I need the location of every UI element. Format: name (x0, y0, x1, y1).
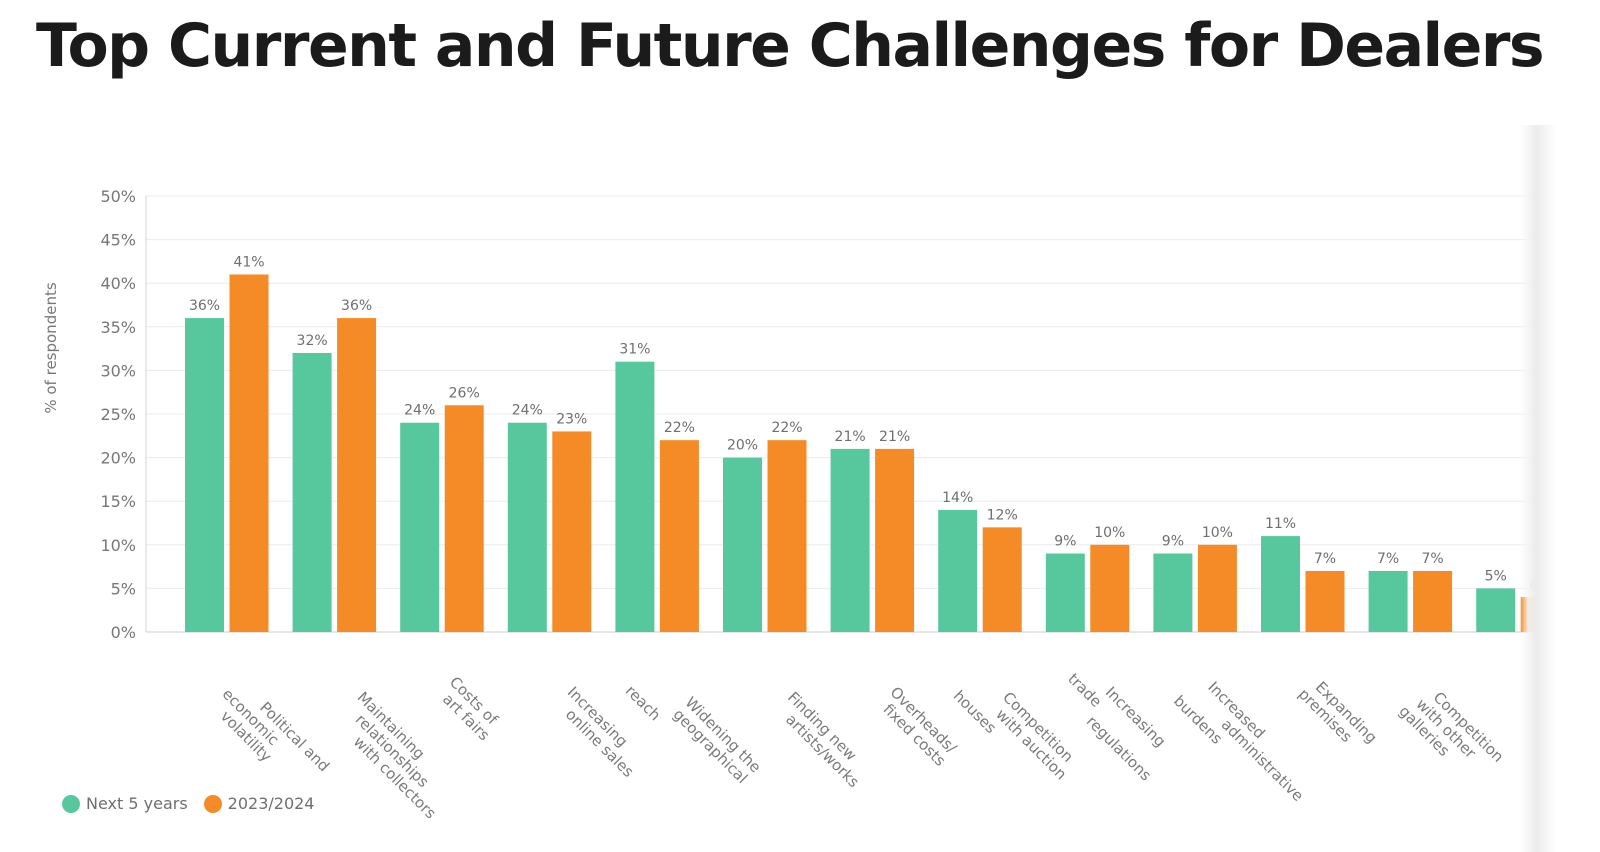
x-tick-label: Disintermed (1537, 688, 1600, 765)
y-axis-title: % of respondents (42, 282, 60, 413)
bar-next-5-years (723, 457, 762, 632)
data-label: 12% (987, 507, 1018, 523)
bar-next-5-years (615, 361, 655, 632)
y-tick-label: 5% (111, 579, 136, 598)
x-tick-label-line: reach (622, 682, 664, 724)
bar-2023-2024 (1520, 597, 1560, 632)
legend: Next 5 years 2023/2024 (62, 794, 314, 813)
data-label: 7% (1314, 551, 1336, 567)
data-label: 36% (189, 298, 220, 314)
data-label: 10% (1202, 525, 1233, 541)
bar-next-5-years (1368, 570, 1408, 632)
bar-2023-2024 (1413, 570, 1453, 632)
x-tick-label: Increasingtraderegulations (1052, 658, 1179, 785)
data-label: 21% (835, 429, 866, 445)
bar-next-5-years (938, 509, 978, 632)
data-label: 20% (727, 438, 758, 454)
legend-swatch-next-5-years (62, 794, 80, 813)
data-label: 10% (1094, 525, 1125, 541)
y-tick-label: 45% (100, 231, 136, 250)
data-label: 9% (1054, 534, 1076, 550)
bar-2023-2024 (982, 527, 1022, 632)
data-label: 5% (1485, 568, 1507, 584)
bar-2023-2024 (337, 318, 377, 632)
x-tick-label: Finding newartists/works (772, 688, 875, 791)
x-tick-label: Expandingpremises (1295, 673, 1381, 759)
data-label: 31% (619, 342, 650, 358)
bar-2023-2024 (552, 431, 592, 632)
bar-2023-2024 (1090, 544, 1130, 632)
x-tick-label: Overheads/fixed costs (875, 683, 962, 770)
bar-next-5-years (185, 318, 224, 632)
bar-next-5-years (1261, 536, 1300, 632)
y-tick-label: 50% (100, 187, 136, 206)
bar-2023-2024 (875, 448, 915, 632)
legend-label-next-5-years: Next 5 years (86, 794, 188, 813)
x-tick-label: Political andeconomicvolatility (207, 673, 333, 799)
data-label: 9% (1162, 534, 1184, 550)
y-tick-label: 35% (100, 318, 136, 337)
bar-2023-2024 (229, 274, 269, 632)
x-tick-label: Maintainingrelationshipswith collectors (330, 688, 464, 822)
y-tick-label: 0% (111, 623, 136, 642)
bar-2023-2024 (659, 440, 699, 632)
y-tick-label: 40% (100, 274, 136, 293)
legend-item-next-5-years[interactable]: Next 5 years (62, 794, 188, 813)
data-label: 32% (297, 333, 328, 349)
x-tick-label-line: Disintermed (1537, 688, 1600, 765)
data-label: 11% (1265, 516, 1296, 532)
legend-item-2023-2024[interactable]: 2023/2024 (203, 794, 315, 813)
legend-swatch-2023-2024 (203, 794, 222, 813)
data-label: 22% (664, 420, 695, 436)
data-label: 7% (1421, 551, 1443, 567)
y-tick-label: 30% (100, 361, 136, 380)
bar-next-5-years (830, 448, 870, 632)
data-label: 14% (942, 490, 973, 506)
data-label: 4% (1529, 577, 1551, 593)
y-tick-label: 15% (100, 492, 136, 511)
y-tick-label: 20% (100, 449, 136, 468)
bar-next-5-years (400, 422, 440, 632)
page-title: Top Current and Future Challenges for De… (36, 11, 1545, 81)
bar-2023-2024 (1305, 570, 1345, 632)
data-label: 7% (1377, 551, 1399, 567)
bar-2023-2024 (1197, 544, 1237, 632)
x-tick-label-line: houses (950, 687, 1000, 737)
data-label: 41% (233, 254, 264, 270)
legend-label-2023-2024: 2023/2024 (227, 794, 315, 813)
data-label: 22% (771, 420, 802, 436)
data-label: 23% (556, 411, 587, 427)
bar-next-5-years (292, 352, 332, 632)
bar-next-5-years (1153, 553, 1193, 632)
data-label: 21% (879, 429, 910, 445)
data-label: 36% (341, 298, 372, 314)
bar-next-5-years (507, 422, 547, 632)
bar-next-5-years (1476, 588, 1516, 632)
data-label: 24% (404, 403, 435, 419)
x-tick-label: Increasedadministrativeburdens (1170, 668, 1319, 817)
x-tick-label: Costs ofart fairs (434, 673, 505, 744)
x-tick-label: Competitionwith othergalleries (1395, 678, 1507, 790)
x-tick-label: Widening thegeographicalreach (622, 658, 765, 801)
x-tick-label: Competitionwith auctionhouses (950, 663, 1083, 796)
y-tick-label: 25% (100, 405, 136, 424)
bar-2023-2024 (444, 405, 484, 632)
data-label: 26% (449, 385, 480, 401)
bar-2023-2024 (767, 440, 807, 632)
x-tick-label-line: trade (1064, 670, 1105, 711)
data-label: 24% (512, 403, 543, 419)
bar-next-5-years (1045, 553, 1085, 632)
y-tick-label: 10% (100, 536, 136, 555)
